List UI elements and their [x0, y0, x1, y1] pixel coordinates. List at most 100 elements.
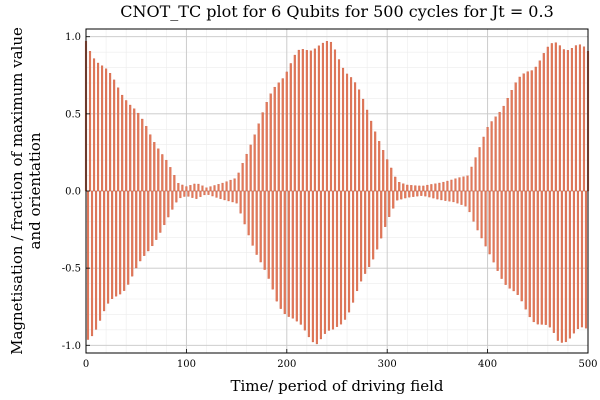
bar [488, 190, 491, 255]
bar [532, 190, 535, 323]
bar [169, 167, 172, 192]
bar [139, 190, 142, 262]
bar [536, 190, 539, 325]
bar [209, 186, 212, 192]
bar [390, 167, 393, 192]
bar [221, 182, 224, 192]
bar [518, 76, 521, 192]
y-tick-label: 0.5 [65, 109, 81, 120]
x-tick-label: 400 [478, 359, 497, 370]
bar [111, 190, 114, 299]
bar [301, 49, 304, 192]
bar [508, 190, 511, 289]
bar [466, 175, 469, 192]
bar [480, 190, 483, 239]
bar [564, 190, 567, 343]
bar [295, 190, 298, 322]
bar [430, 184, 433, 192]
bar [273, 86, 276, 192]
bar [311, 190, 314, 343]
bar [173, 175, 176, 192]
bar [215, 190, 218, 198]
ticks: 0 100 200 300 400 500 -1.0 -0.5 0.0 0.5 1.0 [62, 32, 598, 370]
bar [157, 148, 160, 192]
bar [143, 190, 146, 256]
bar [444, 190, 447, 201]
bar [438, 182, 441, 192]
x-tick-label: 500 [578, 359, 597, 370]
bar [90, 190, 94, 337]
bar [422, 185, 425, 192]
bar [94, 190, 98, 330]
bar [96, 62, 100, 192]
bar [470, 166, 473, 192]
bar [99, 190, 102, 321]
bar [251, 190, 254, 246]
bar [576, 190, 580, 330]
bar [388, 190, 391, 217]
bar [127, 190, 130, 285]
bar [410, 185, 413, 192]
bar [233, 178, 236, 192]
bar [241, 163, 244, 192]
bar [219, 190, 222, 199]
bar [472, 190, 475, 222]
bar [145, 126, 148, 192]
bar [341, 67, 345, 192]
bar [211, 190, 214, 197]
bar [524, 190, 527, 310]
bar [440, 190, 443, 201]
bar [287, 190, 290, 317]
bar [574, 45, 578, 192]
bar [92, 58, 96, 192]
bar [229, 179, 232, 192]
bar [552, 190, 555, 333]
bar [358, 89, 361, 192]
bar [88, 51, 92, 192]
bar [384, 190, 387, 227]
bar [245, 153, 248, 192]
bar [281, 78, 284, 192]
bar [392, 190, 395, 209]
bar [468, 190, 471, 213]
bar [366, 109, 369, 192]
bar [572, 190, 575, 334]
bar [558, 45, 561, 192]
bar [285, 71, 288, 192]
bar [239, 190, 242, 214]
bar [584, 190, 588, 329]
bar [436, 190, 439, 200]
y-tick-label: -0.5 [62, 264, 81, 275]
bar [189, 185, 192, 192]
bar [307, 190, 310, 338]
bar [458, 177, 461, 192]
bar [506, 98, 509, 192]
bar [520, 190, 523, 302]
bar [259, 190, 262, 263]
bar [548, 190, 551, 328]
bar [265, 102, 268, 192]
bar [179, 190, 182, 199]
bar [492, 190, 495, 263]
bar [396, 190, 399, 201]
bar [183, 190, 186, 197]
bar [329, 41, 333, 192]
bar [376, 190, 379, 250]
bar [534, 66, 537, 192]
bar [540, 190, 543, 325]
bar [498, 111, 501, 192]
bar [113, 79, 116, 192]
bar [504, 190, 507, 285]
y-axis-label-line2: and orientation [26, 132, 44, 249]
bar [261, 112, 264, 192]
bar [193, 183, 196, 192]
x-tick-label: 200 [277, 359, 296, 370]
bar [434, 183, 437, 192]
bar [464, 190, 467, 207]
bar [578, 44, 582, 192]
bar [171, 190, 174, 210]
bar [345, 73, 349, 192]
bar [321, 42, 324, 192]
bar [325, 41, 329, 192]
